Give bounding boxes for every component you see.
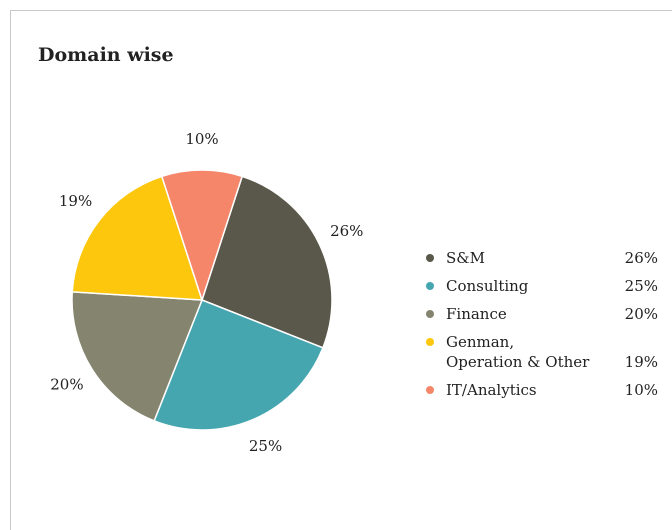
slice-label: 20% (50, 376, 83, 394)
legend-label: Consulting (446, 277, 529, 295)
legend-swatch (426, 282, 434, 290)
legend-swatch (426, 338, 434, 346)
legend-swatch (426, 386, 434, 394)
legend-value: 26% (624, 249, 658, 267)
legend-swatch (426, 310, 434, 318)
legend-label: Genman, Operation & Other (446, 333, 590, 371)
legend-item: Consulting 25% (422, 276, 658, 296)
card (10, 10, 672, 530)
legend-value: 20% (624, 305, 658, 323)
legend-item: IT/Analytics 10% (422, 380, 658, 400)
legend-label: S&M (446, 249, 485, 267)
legend-value: 19% (624, 353, 658, 371)
legend-swatch (426, 254, 434, 262)
legend-label: Finance (446, 305, 507, 323)
legend-item: Genman, Operation & Other 19% (422, 332, 658, 372)
slice-label: 25% (249, 437, 282, 455)
pie-slice (160, 169, 244, 303)
chart: 26% 25% 20% 19% 10% (50, 130, 363, 455)
legend-item: S&M 26% (422, 248, 658, 268)
chart-title: Domain wise (38, 44, 174, 66)
legend-label: IT/Analytics (446, 381, 537, 399)
pie-slice (201, 175, 333, 349)
pie-slice (71, 291, 204, 422)
legend-value: 10% (624, 381, 658, 399)
slice-label: 10% (185, 130, 218, 148)
slice-label: 19% (59, 192, 92, 210)
page: Domain wise 26% 25% 20% 19% 10% S&M 26% Consul… (10, 10, 672, 530)
legend: S&M 26% Consulting 25% Finance 20% Genman, Ope… (422, 248, 658, 408)
pie-slice (153, 299, 324, 431)
slice-label: 26% (330, 222, 363, 240)
legend-item: Finance 20% (422, 304, 658, 324)
legend-value: 25% (624, 277, 658, 295)
pie-slice (71, 175, 204, 301)
